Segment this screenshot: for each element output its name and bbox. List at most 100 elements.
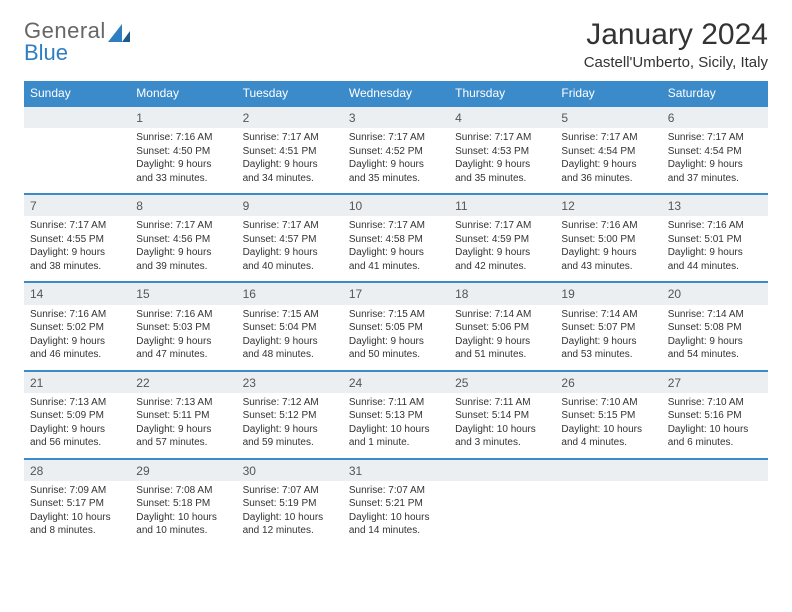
day-cell: Sunrise: 7:16 AMSunset: 5:01 PMDaylight:… xyxy=(662,216,768,282)
daylight-line: Daylight: 10 hours and 8 minutes. xyxy=(30,511,124,538)
daylight-line: Daylight: 9 hours and 59 minutes. xyxy=(243,423,337,450)
sunset-line: Sunset: 4:56 PM xyxy=(136,233,230,247)
day-number: 17 xyxy=(343,282,449,304)
sunrise-line: Sunrise: 7:16 AM xyxy=(136,131,230,145)
sunrise-line: Sunrise: 7:12 AM xyxy=(243,396,337,410)
sunset-line: Sunset: 5:01 PM xyxy=(668,233,762,247)
daylight-line: Daylight: 9 hours and 35 minutes. xyxy=(455,158,549,185)
title-block: January 2024 Castell'Umberto, Sicily, It… xyxy=(584,18,768,71)
day-number: 16 xyxy=(237,282,343,304)
day-number: 25 xyxy=(449,371,555,393)
sunset-line: Sunset: 5:08 PM xyxy=(668,321,762,335)
day-number: 6 xyxy=(662,106,768,128)
daylight-line: Daylight: 10 hours and 3 minutes. xyxy=(455,423,549,450)
sunset-line: Sunset: 5:09 PM xyxy=(30,409,124,423)
sunset-line: Sunset: 4:55 PM xyxy=(30,233,124,247)
daylight-line: Daylight: 10 hours and 10 minutes. xyxy=(136,511,230,538)
daylight-line: Daylight: 10 hours and 4 minutes. xyxy=(561,423,655,450)
day-number: 3 xyxy=(343,106,449,128)
daylight-line: Daylight: 9 hours and 40 minutes. xyxy=(243,246,337,273)
daylight-line: Daylight: 9 hours and 41 minutes. xyxy=(349,246,443,273)
daylight-line: Daylight: 9 hours and 34 minutes. xyxy=(243,158,337,185)
daylight-line: Daylight: 9 hours and 43 minutes. xyxy=(561,246,655,273)
sunrise-line: Sunrise: 7:11 AM xyxy=(455,396,549,410)
sunrise-line: Sunrise: 7:10 AM xyxy=(561,396,655,410)
day-cell: Sunrise: 7:13 AMSunset: 5:09 PMDaylight:… xyxy=(24,393,130,459)
daylight-line: Daylight: 9 hours and 33 minutes. xyxy=(136,158,230,185)
daylight-line: Daylight: 9 hours and 44 minutes. xyxy=(668,246,762,273)
day-cell: Sunrise: 7:16 AMSunset: 5:03 PMDaylight:… xyxy=(130,305,236,371)
sunrise-line: Sunrise: 7:14 AM xyxy=(668,308,762,322)
day-cell: Sunrise: 7:17 AMSunset: 4:56 PMDaylight:… xyxy=(130,216,236,282)
sunset-line: Sunset: 5:14 PM xyxy=(455,409,549,423)
day-number xyxy=(24,106,130,128)
day-cell: Sunrise: 7:14 AMSunset: 5:07 PMDaylight:… xyxy=(555,305,661,371)
day-cell: Sunrise: 7:11 AMSunset: 5:14 PMDaylight:… xyxy=(449,393,555,459)
sunset-line: Sunset: 5:16 PM xyxy=(668,409,762,423)
day-number: 12 xyxy=(555,194,661,216)
day-cell xyxy=(662,481,768,546)
day-number-row: 78910111213 xyxy=(24,194,768,216)
day-number: 1 xyxy=(130,106,236,128)
day-header: Sunday xyxy=(24,81,130,106)
day-cell: Sunrise: 7:17 AMSunset: 4:57 PMDaylight:… xyxy=(237,216,343,282)
day-number: 11 xyxy=(449,194,555,216)
sunrise-line: Sunrise: 7:17 AM xyxy=(455,131,549,145)
calendar-header-row: SundayMondayTuesdayWednesdayThursdayFrid… xyxy=(24,81,768,106)
day-number: 24 xyxy=(343,371,449,393)
day-cell: Sunrise: 7:07 AMSunset: 5:19 PMDaylight:… xyxy=(237,481,343,546)
sunset-line: Sunset: 4:53 PM xyxy=(455,145,549,159)
sunrise-line: Sunrise: 7:08 AM xyxy=(136,484,230,498)
day-cell xyxy=(555,481,661,546)
sunset-line: Sunset: 4:57 PM xyxy=(243,233,337,247)
sunrise-line: Sunrise: 7:16 AM xyxy=(30,308,124,322)
daylight-line: Daylight: 10 hours and 12 minutes. xyxy=(243,511,337,538)
day-cell: Sunrise: 7:17 AMSunset: 4:52 PMDaylight:… xyxy=(343,128,449,194)
day-cell: Sunrise: 7:17 AMSunset: 4:59 PMDaylight:… xyxy=(449,216,555,282)
location: Castell'Umberto, Sicily, Italy xyxy=(584,54,768,71)
sunrise-line: Sunrise: 7:17 AM xyxy=(349,219,443,233)
sunset-line: Sunset: 5:11 PM xyxy=(136,409,230,423)
sunrise-line: Sunrise: 7:14 AM xyxy=(561,308,655,322)
daylight-line: Daylight: 9 hours and 39 minutes. xyxy=(136,246,230,273)
day-number: 5 xyxy=(555,106,661,128)
sunset-line: Sunset: 5:05 PM xyxy=(349,321,443,335)
day-number xyxy=(555,459,661,481)
daylight-line: Daylight: 9 hours and 50 minutes. xyxy=(349,335,443,362)
sunset-line: Sunset: 5:21 PM xyxy=(349,497,443,511)
day-number: 27 xyxy=(662,371,768,393)
daylight-line: Daylight: 9 hours and 56 minutes. xyxy=(30,423,124,450)
day-number: 14 xyxy=(24,282,130,304)
day-number-row: 14151617181920 xyxy=(24,282,768,304)
daylight-line: Daylight: 10 hours and 1 minute. xyxy=(349,423,443,450)
day-cell: Sunrise: 7:09 AMSunset: 5:17 PMDaylight:… xyxy=(24,481,130,546)
day-number xyxy=(449,459,555,481)
day-header: Friday xyxy=(555,81,661,106)
day-cell: Sunrise: 7:16 AMSunset: 5:00 PMDaylight:… xyxy=(555,216,661,282)
sunrise-line: Sunrise: 7:15 AM xyxy=(243,308,337,322)
day-content-row: Sunrise: 7:13 AMSunset: 5:09 PMDaylight:… xyxy=(24,393,768,459)
day-cell: Sunrise: 7:10 AMSunset: 5:15 PMDaylight:… xyxy=(555,393,661,459)
day-cell: Sunrise: 7:14 AMSunset: 5:08 PMDaylight:… xyxy=(662,305,768,371)
daylight-line: Daylight: 9 hours and 42 minutes. xyxy=(455,246,549,273)
day-number: 28 xyxy=(24,459,130,481)
day-cell: Sunrise: 7:17 AMSunset: 4:54 PMDaylight:… xyxy=(662,128,768,194)
day-cell: Sunrise: 7:17 AMSunset: 4:51 PMDaylight:… xyxy=(237,128,343,194)
day-number: 4 xyxy=(449,106,555,128)
day-number: 26 xyxy=(555,371,661,393)
daylight-line: Daylight: 9 hours and 35 minutes. xyxy=(349,158,443,185)
sunset-line: Sunset: 5:15 PM xyxy=(561,409,655,423)
sunrise-line: Sunrise: 7:17 AM xyxy=(668,131,762,145)
sunset-line: Sunset: 4:54 PM xyxy=(668,145,762,159)
day-number: 18 xyxy=(449,282,555,304)
day-cell: Sunrise: 7:07 AMSunset: 5:21 PMDaylight:… xyxy=(343,481,449,546)
day-cell: Sunrise: 7:15 AMSunset: 5:04 PMDaylight:… xyxy=(237,305,343,371)
sunset-line: Sunset: 5:17 PM xyxy=(30,497,124,511)
day-number-row: 28293031 xyxy=(24,459,768,481)
day-cell xyxy=(24,128,130,194)
daylight-line: Daylight: 9 hours and 38 minutes. xyxy=(30,246,124,273)
day-number: 7 xyxy=(24,194,130,216)
day-cell: Sunrise: 7:10 AMSunset: 5:16 PMDaylight:… xyxy=(662,393,768,459)
logo-triangle-icon xyxy=(108,24,130,42)
sunset-line: Sunset: 5:06 PM xyxy=(455,321,549,335)
